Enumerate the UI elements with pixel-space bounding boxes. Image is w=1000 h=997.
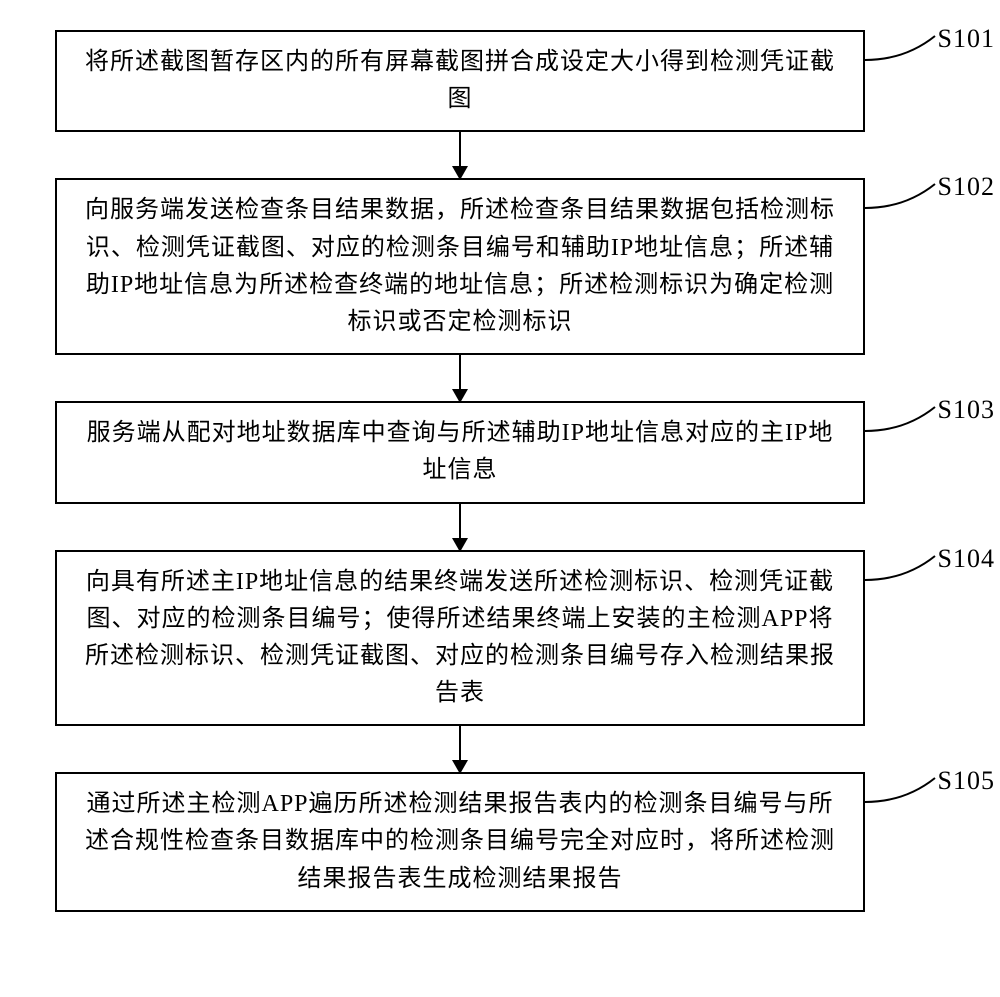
- step-label-s101: S101: [938, 24, 995, 54]
- step-label-s103: S103: [938, 395, 995, 425]
- step-id: S101: [938, 24, 995, 54]
- step-text: 将所述截图暂存区内的所有屏幕截图拼合成设定大小得到检测凭证截图: [85, 49, 835, 112]
- step-box-s101: 将所述截图暂存区内的所有屏幕截图拼合成设定大小得到检测凭证截图: [55, 30, 865, 132]
- flow-arrow: [459, 355, 461, 401]
- step-text: 向具有所述主IP地址信息的结果终端发送所述检测标识、检测凭证截图、对应的检测条目…: [85, 569, 835, 707]
- label-connector: [865, 182, 937, 212]
- flow-arrow: [459, 504, 461, 550]
- flow-step: 向具有所述主IP地址信息的结果终端发送所述检测标识、检测凭证截图、对应的检测条目…: [55, 550, 865, 727]
- label-connector: [865, 554, 937, 584]
- step-text: 服务端从配对地址数据库中查询与所述辅助IP地址信息对应的主IP地址信息: [87, 420, 834, 483]
- step-label-s105: S105: [938, 766, 995, 796]
- step-label-s102: S102: [938, 172, 995, 202]
- flow-step: 将所述截图暂存区内的所有屏幕截图拼合成设定大小得到检测凭证截图 S101: [55, 30, 865, 132]
- step-box-s102: 向服务端发送检查条目结果数据，所述检查条目结果数据包括检测标识、检测凭证截图、对…: [55, 178, 865, 355]
- label-connector: [865, 405, 937, 435]
- step-text: 通过所述主检测APP遍历所述检测结果报告表内的检测条目编号与所述合规性检查条目数…: [85, 791, 835, 891]
- step-box-s103: 服务端从配对地址数据库中查询与所述辅助IP地址信息对应的主IP地址信息: [55, 401, 865, 503]
- flow-step: 通过所述主检测APP遍历所述检测结果报告表内的检测条目编号与所述合规性检查条目数…: [55, 772, 865, 912]
- step-box-s105: 通过所述主检测APP遍历所述检测结果报告表内的检测条目编号与所述合规性检查条目数…: [55, 772, 865, 912]
- label-connector: [865, 776, 937, 806]
- step-id: S104: [938, 544, 995, 574]
- step-text: 向服务端发送检查条目结果数据，所述检查条目结果数据包括检测标识、检测凭证截图、对…: [85, 197, 835, 335]
- flow-step: 向服务端发送检查条目结果数据，所述检查条目结果数据包括检测标识、检测凭证截图、对…: [55, 178, 865, 355]
- flow-step: 服务端从配对地址数据库中查询与所述辅助IP地址信息对应的主IP地址信息 S103: [55, 401, 865, 503]
- flowchart-container: 将所述截图暂存区内的所有屏幕截图拼合成设定大小得到检测凭证截图 S101 向服务…: [55, 30, 865, 912]
- label-connector: [865, 34, 937, 64]
- step-id: S102: [938, 172, 995, 202]
- step-box-s104: 向具有所述主IP地址信息的结果终端发送所述检测标识、检测凭证截图、对应的检测条目…: [55, 550, 865, 727]
- step-label-s104: S104: [938, 544, 995, 574]
- flow-arrow: [459, 132, 461, 178]
- step-id: S103: [938, 395, 995, 425]
- step-id: S105: [938, 766, 995, 796]
- flow-arrow: [459, 726, 461, 772]
